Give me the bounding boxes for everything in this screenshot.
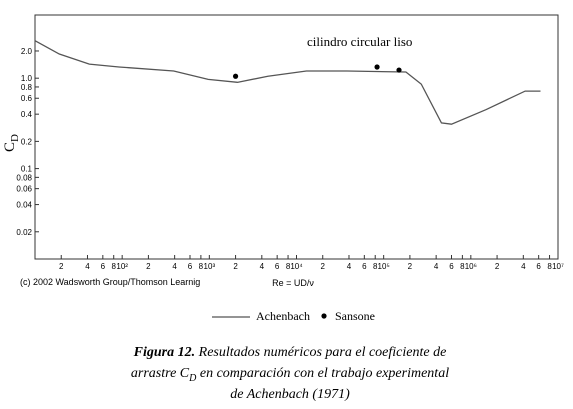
x-tick-label: 6	[536, 262, 541, 271]
credit: (c) 2002 Wadsworth Group/Thomson Learnig	[20, 277, 200, 287]
y-tick-label: 0.6	[21, 94, 33, 103]
x-tick-label: 4	[172, 262, 177, 271]
x-tick-label: 8	[460, 262, 465, 271]
y-tick-label: 1.0	[21, 74, 33, 83]
x-tick-label: 8	[111, 262, 116, 271]
x-tick-label: 10⁴	[290, 262, 303, 271]
y-tick-label: 0.1	[21, 165, 33, 174]
x-tick-label: 2	[495, 262, 500, 271]
caption-line-3: de Achenbach (1971)	[230, 387, 350, 402]
x-tick-label: 8	[547, 262, 552, 271]
x-tick-label: 6	[188, 262, 193, 271]
caption-text: en comparación con el trabajo experiment…	[196, 366, 449, 381]
x-tick-label: 6	[101, 262, 106, 271]
x-tick-label: 2	[321, 262, 326, 271]
x-tick-label: 10⁵	[378, 262, 390, 271]
data-point	[374, 64, 380, 70]
x-tick-label: 10³	[204, 262, 216, 271]
x-tick-label: 2	[59, 262, 64, 271]
x-tick-label: 10⁶	[465, 262, 477, 271]
y-label-main: C	[2, 142, 18, 152]
x-tick-label: 4	[260, 262, 265, 271]
caption-sub: D	[188, 373, 197, 384]
y-label-sub: D	[9, 134, 21, 142]
caption-line-2: arrastre CD en comparación con el trabaj…	[131, 366, 449, 384]
y-tick-label: 0.2	[21, 137, 33, 146]
y-tick-label: 0.04	[16, 201, 32, 210]
legend-label: Achenbach	[256, 309, 310, 323]
x-tick-label: 6	[275, 262, 280, 271]
y-tick-label: 0.06	[16, 185, 32, 194]
caption-text: Resultados numéricos para el coeficiente…	[195, 345, 446, 360]
y-tick-label: 0.8	[21, 83, 33, 92]
legend-swatch	[321, 313, 327, 319]
x-tick-label: 8	[286, 262, 291, 271]
y-tick-label: 0.4	[21, 110, 33, 119]
legend-label: Sansone	[335, 309, 375, 323]
x-tick-label: 4	[521, 262, 526, 271]
annotation: cilindro circular liso	[307, 34, 412, 49]
x-tick-label: 6	[362, 262, 367, 271]
legend: Achenbach Sansone	[212, 309, 375, 323]
caption-line-1: Figura 12. Resultados numéricos para el …	[133, 345, 447, 360]
caption-text: arrastre C	[131, 366, 190, 381]
x-tick-label: 4	[434, 262, 439, 271]
y-tick-label: 0.08	[16, 173, 32, 182]
x-tick-label: 10²	[116, 262, 128, 271]
y-tick-label: 0.02	[16, 228, 32, 237]
x-tick-label: 10⁷	[552, 262, 564, 271]
x-tick-label: 8	[199, 262, 204, 271]
x-tick-label: 2	[146, 262, 151, 271]
x-axis-label: Re = UD/ν	[272, 278, 314, 288]
caption-label: Figura 12.	[133, 345, 195, 360]
data-point	[396, 67, 402, 73]
x-tick-label: 6	[449, 262, 454, 271]
x-tick-label: 4	[85, 262, 90, 271]
plot-frame	[34, 14, 559, 260]
x-tick-label: 2	[233, 262, 238, 271]
x-tick-label: 8	[373, 262, 378, 271]
y-tick-label: 2.0	[21, 47, 33, 56]
x-tick-label: 2	[408, 262, 413, 271]
y-axis-label: CD	[2, 134, 21, 152]
data-point	[232, 73, 239, 79]
data-line	[34, 40, 541, 125]
x-tick-label: 4	[347, 262, 352, 271]
